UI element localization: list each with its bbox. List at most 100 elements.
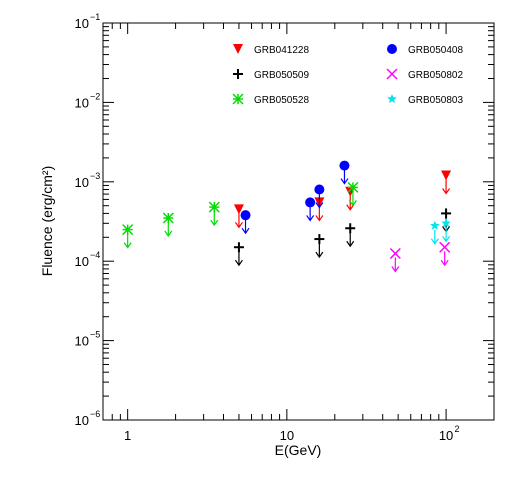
- data-markers: [122, 160, 452, 273]
- arrow-head: [315, 202, 324, 209]
- marker: [233, 44, 243, 54]
- arrow-head: [430, 238, 439, 245]
- tick-label: 10 −5: [75, 330, 101, 349]
- marker: [386, 68, 398, 80]
- tick-label-exponent: −2: [90, 91, 100, 101]
- upper-limit-arrow: [315, 193, 324, 209]
- marker-shape: [389, 247, 401, 260]
- arrow-head: [241, 227, 250, 235]
- tick-label: 10 2: [439, 424, 460, 443]
- tick-label-exponent: −6: [90, 409, 100, 419]
- tick-label-base: 10: [75, 413, 89, 428]
- data-point: [233, 242, 244, 267]
- series-grb050528: [122, 181, 359, 249]
- marker: [441, 218, 451, 228]
- data-point: [339, 160, 350, 185]
- data-point: [162, 212, 174, 238]
- marker-shape: [314, 184, 325, 195]
- tick-label-exponent: −1: [90, 12, 100, 22]
- arrow-head: [442, 235, 451, 243]
- marker: [441, 208, 452, 219]
- arrow-head: [234, 259, 243, 267]
- y-axis-label: Fluence (erg/cm²): [39, 166, 55, 276]
- arrow-head: [315, 251, 324, 259]
- arrow-head: [440, 259, 449, 267]
- tick-label-exponent: −4: [90, 250, 100, 260]
- marker-shape: [430, 220, 440, 230]
- upper-limit-arrow: [340, 169, 349, 185]
- marker: [387, 94, 397, 104]
- legend-label: GRB050408: [408, 45, 463, 56]
- marker: [233, 242, 244, 253]
- data-point: [347, 181, 359, 207]
- tick-label-base: 1: [124, 428, 131, 443]
- upper-limit-arrow: [241, 219, 250, 235]
- data-point: [439, 241, 451, 267]
- legend-entry-grb050803: GRB050803: [387, 94, 463, 106]
- tick-label: 10 −3: [75, 171, 101, 190]
- legend-entry-grb041228: GRB041228: [233, 44, 309, 56]
- marker-shape: [441, 170, 452, 181]
- marker-shape: [387, 94, 397, 104]
- marker: [339, 160, 350, 171]
- upper-limit-arrow: [442, 227, 451, 243]
- data-point: [430, 220, 440, 245]
- upper-limit-arrow: [442, 179, 451, 195]
- marker: [233, 69, 243, 79]
- arrow-head: [346, 240, 355, 248]
- tick-label-base: 10: [439, 428, 453, 443]
- upper-limit-arrow: [234, 213, 243, 229]
- series-grb050408: [240, 160, 350, 235]
- legend: GRB041228 GRB050408 GRB050509 GRB050802 GRB0…: [232, 44, 463, 106]
- legend-label: GRB050802: [408, 70, 463, 81]
- upper-limit-arrow: [346, 195, 355, 211]
- tick-label-base: 10: [75, 95, 89, 110]
- marker: [232, 93, 244, 105]
- legend-label: GRB041228: [254, 45, 309, 56]
- legend-label: GRB050803: [408, 95, 463, 106]
- upper-limit-arrow: [315, 206, 324, 222]
- arrow-head: [306, 215, 315, 222]
- marker: [441, 170, 452, 181]
- data-point: [208, 201, 220, 227]
- upper-limit-arrow: [234, 251, 243, 267]
- arrow-head: [442, 188, 451, 195]
- arrow-head: [340, 178, 349, 185]
- marker-shape: [233, 204, 244, 215]
- data-point: [305, 197, 316, 222]
- series-grb041228: [233, 170, 452, 229]
- tick-label: 10 −1: [75, 12, 101, 31]
- upper-limit-arrow: [430, 229, 439, 245]
- marker: [314, 184, 325, 195]
- arrow-head: [391, 266, 400, 273]
- legend-entry-grb050802: GRB050802: [386, 68, 463, 81]
- marker-shape: [439, 241, 451, 253]
- data-point: [345, 223, 356, 248]
- arrow-head: [210, 219, 219, 227]
- arrow-head: [346, 204, 355, 211]
- marker: [122, 224, 134, 236]
- data-point: [389, 247, 401, 273]
- tick-label-exponent: −3: [90, 171, 100, 181]
- arrow-head: [164, 230, 173, 238]
- tick-label-exponent: −5: [90, 330, 100, 340]
- upper-limit-arrow: [440, 251, 449, 267]
- arrow-head: [315, 215, 324, 222]
- tick-label-base: 10: [75, 175, 89, 190]
- legend-label: GRB050528: [254, 95, 309, 106]
- tick-label-exponent: 2: [454, 424, 459, 434]
- marker: [305, 197, 316, 208]
- marker: [314, 234, 325, 245]
- marker: [347, 181, 359, 193]
- upper-limit-arrow: [306, 206, 315, 222]
- upper-limit-arrow: [315, 243, 324, 259]
- upper-limit-arrow: [348, 191, 357, 207]
- arrow-head: [348, 200, 357, 207]
- plot-frame: [102, 22, 495, 421]
- tick-label-base: 10: [280, 428, 294, 443]
- legend-label: GRB050509: [254, 70, 309, 81]
- marker-shape: [441, 218, 451, 228]
- upper-limit-arrow: [123, 233, 132, 249]
- upper-limit-arrow: [210, 211, 219, 227]
